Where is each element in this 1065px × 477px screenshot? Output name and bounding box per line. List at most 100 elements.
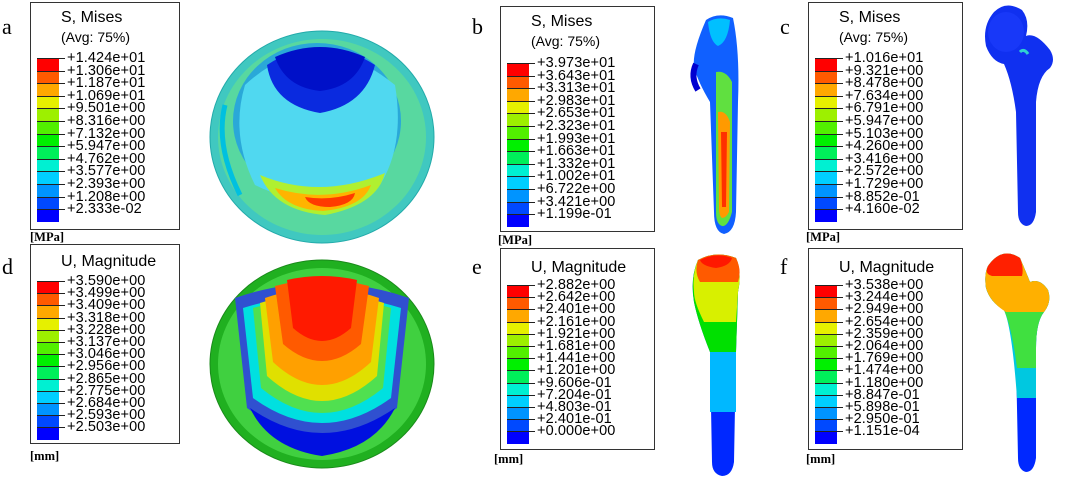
legend-value-label: +8.316e+00 <box>67 113 146 129</box>
legend-title: S, Mises <box>839 9 901 26</box>
legend-color-swatch <box>37 281 59 294</box>
legend-panel-c: S, Mises (Avg: 75%) +1.016e+01 +9.321e+00 +8… <box>808 2 963 230</box>
legend-color-swatch <box>37 209 59 222</box>
legend-value-label: +1.016e+01 <box>845 50 924 66</box>
legend-color-swatch <box>37 378 59 391</box>
legend-panel-a: S, Mises (Avg: 75%) +1.424e+01 +1.306e+01 +1… <box>30 2 180 230</box>
legend-tick <box>529 370 535 372</box>
legend-tick <box>529 321 535 323</box>
femur-stem-displacement-model <box>692 254 740 476</box>
legend-tick <box>837 209 843 211</box>
legend-tick <box>59 70 65 72</box>
legend-value-label: +3.643e+01 <box>537 67 616 84</box>
legend-color-swatch <box>37 305 59 318</box>
legend-value-label: +2.593e+00 <box>67 407 146 424</box>
legend-color-swatch <box>507 63 529 76</box>
legend-color-swatch <box>815 346 837 359</box>
legend-tick <box>529 176 535 178</box>
legend-value-label: +9.321e+00 <box>845 62 924 79</box>
legend-color-swatch <box>507 321 529 334</box>
legend-color-swatch <box>507 163 529 177</box>
legend-tick <box>529 214 535 216</box>
legend-tick <box>59 133 65 135</box>
legend-color-swatch <box>507 138 529 152</box>
legend-tick <box>529 63 535 64</box>
legend-color-swatch <box>815 58 837 71</box>
legend-color-swatch <box>507 126 529 139</box>
legend-color-swatch <box>507 382 529 395</box>
legend-tick <box>529 394 535 396</box>
legend-value-label: +2.653e+01 <box>537 105 616 122</box>
legend-color-swatch <box>37 95 59 109</box>
legend-color-swatch <box>815 196 837 210</box>
legend-value-label: +2.503e+00 <box>67 419 146 436</box>
legend-tick <box>837 394 843 396</box>
legend-tick <box>59 415 65 417</box>
legend-value-label: +1.332e+01 <box>537 155 616 172</box>
legend-tick <box>837 431 843 433</box>
legend-value-label: +1.069e+01 <box>67 87 146 104</box>
legend-value-label: +2.865e+00 <box>67 370 146 387</box>
legend-tick <box>837 171 843 173</box>
legend-tick <box>59 342 65 343</box>
legend-tick <box>59 281 65 282</box>
legend-value-label: +0.000e+00 <box>537 423 616 440</box>
legend-tick <box>59 378 65 380</box>
legend-color-swatch <box>815 297 837 310</box>
legend-color-swatch <box>507 75 529 89</box>
legend-color-swatch <box>507 333 529 346</box>
legend-color-swatch <box>507 100 529 114</box>
legend-value-label: +2.949e+00 <box>845 301 924 318</box>
unit-label-a: [MPa] <box>30 230 65 244</box>
legend-color-swatch <box>815 108 837 121</box>
femur-intact-stress-model <box>985 5 1053 227</box>
acetabulum-displacement-model <box>209 259 435 469</box>
legend-tick <box>837 297 843 299</box>
legend-color-swatch <box>37 133 59 147</box>
legend-tick <box>59 184 65 185</box>
legend-tick <box>837 70 843 72</box>
legend-value-label: +3.409e+00 <box>67 297 146 314</box>
legend-tick <box>59 83 65 85</box>
legend-color-swatch <box>507 214 529 227</box>
legend-tick <box>837 95 843 97</box>
legend-value-label: +2.684e+00 <box>67 395 146 411</box>
legend-value-label: +1.208e+00 <box>67 188 146 205</box>
legend-color-swatch <box>37 146 59 159</box>
legend-value-label: +3.416e+00 <box>845 150 924 167</box>
legend-tick <box>529 333 535 335</box>
legend-tick <box>529 151 535 153</box>
legend-tick <box>837 108 843 110</box>
legend-color-swatch <box>815 158 837 172</box>
legend-color-swatch <box>815 419 837 432</box>
legend-tick <box>59 121 65 122</box>
legend-tick <box>837 382 843 384</box>
unit-label-e: [mm] <box>494 452 524 466</box>
legend-color-swatch <box>507 407 529 420</box>
legend-tick <box>59 171 65 173</box>
legend-tick <box>59 403 65 404</box>
legend-tick <box>529 138 535 140</box>
legend-color-swatch <box>815 285 837 298</box>
legend-value-label: +2.333e-02 <box>67 201 142 218</box>
legend-value-label: +3.046e+00 <box>67 346 146 363</box>
legend-value-label: +4.762e+00 <box>67 150 146 167</box>
legend-color-swatch <box>37 184 59 197</box>
legend-tick <box>59 366 65 368</box>
legend-tick <box>529 100 535 102</box>
legend-value-label: +1.663e+01 <box>537 143 616 160</box>
legend-tick <box>529 431 535 433</box>
legend-value-label: +6.722e+00 <box>537 181 616 197</box>
legend-color-swatch <box>815 394 837 407</box>
legend-panel-d: U, Magnitude +3.590e+00 +3.499e+00 +3.409e+… <box>30 244 180 444</box>
legend-tick <box>837 370 843 372</box>
legend-color-swatch <box>815 370 837 383</box>
legend-value-label: +1.769e+00 <box>845 350 924 367</box>
legend-tick <box>59 146 65 148</box>
legend-value-label: +9.606e-01 <box>537 374 612 391</box>
legend-tick <box>837 419 843 421</box>
legend-value-label: +2.775e+00 <box>67 382 146 399</box>
legend-color-swatch <box>507 151 529 164</box>
legend-tick <box>59 293 65 295</box>
legend-tick <box>837 309 843 311</box>
